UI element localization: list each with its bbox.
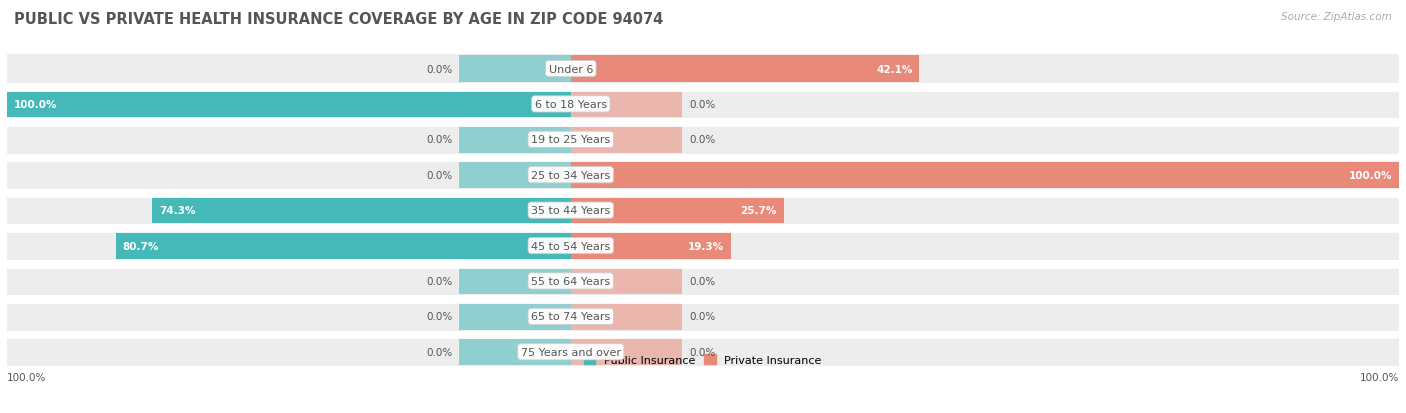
Bar	[7, 126, 1399, 154]
Legend: Public Insurance, Private Insurance: Public Insurance, Private Insurance	[579, 350, 827, 369]
Text: 25.7%: 25.7%	[741, 206, 776, 216]
Text: 35 to 44 Years: 35 to 44 Years	[531, 206, 610, 216]
Text: 100.0%: 100.0%	[14, 100, 58, 109]
Bar	[460, 56, 571, 83]
Bar	[7, 55, 1399, 84]
Bar	[152, 197, 571, 224]
Text: 55 to 64 Years: 55 to 64 Years	[531, 276, 610, 286]
Bar	[7, 337, 1399, 366]
Text: 100.0%: 100.0%	[7, 372, 46, 382]
Text: 100.0%: 100.0%	[1360, 372, 1399, 382]
Text: 75 Years and over: 75 Years and over	[520, 347, 621, 357]
Text: Under 6: Under 6	[548, 64, 593, 74]
Text: 0.0%: 0.0%	[689, 100, 716, 109]
Bar	[460, 268, 571, 294]
Bar	[571, 304, 682, 330]
Text: 80.7%: 80.7%	[122, 241, 159, 251]
Bar	[7, 196, 1399, 225]
Bar	[571, 56, 920, 83]
Bar	[571, 233, 731, 259]
Bar	[7, 90, 1399, 119]
Bar	[460, 339, 571, 365]
Text: Source: ZipAtlas.com: Source: ZipAtlas.com	[1281, 12, 1392, 22]
Bar	[115, 233, 571, 259]
Text: 0.0%: 0.0%	[689, 347, 716, 357]
Bar	[460, 162, 571, 189]
Bar	[7, 91, 571, 118]
Text: 74.3%: 74.3%	[159, 206, 195, 216]
Text: 0.0%: 0.0%	[426, 347, 453, 357]
Text: 42.1%: 42.1%	[876, 64, 912, 74]
Text: 100.0%: 100.0%	[1348, 170, 1392, 180]
Text: 0.0%: 0.0%	[689, 135, 716, 145]
Bar	[7, 232, 1399, 260]
Bar	[571, 127, 682, 153]
Text: 19.3%: 19.3%	[688, 241, 724, 251]
Text: 0.0%: 0.0%	[426, 276, 453, 286]
Bar	[7, 161, 1399, 190]
Bar	[7, 267, 1399, 296]
Text: 45 to 54 Years: 45 to 54 Years	[531, 241, 610, 251]
Text: 0.0%: 0.0%	[426, 312, 453, 322]
Bar	[571, 339, 682, 365]
Text: 25 to 34 Years: 25 to 34 Years	[531, 170, 610, 180]
Text: 0.0%: 0.0%	[426, 135, 453, 145]
Text: 65 to 74 Years: 65 to 74 Years	[531, 312, 610, 322]
Bar	[460, 304, 571, 330]
Bar	[571, 268, 682, 294]
Bar	[7, 302, 1399, 331]
Text: 0.0%: 0.0%	[426, 64, 453, 74]
Text: 19 to 25 Years: 19 to 25 Years	[531, 135, 610, 145]
Text: 0.0%: 0.0%	[689, 312, 716, 322]
Bar	[571, 162, 1399, 189]
Bar	[460, 127, 571, 153]
Text: 0.0%: 0.0%	[426, 170, 453, 180]
Text: 0.0%: 0.0%	[689, 276, 716, 286]
Bar	[571, 91, 682, 118]
Text: PUBLIC VS PRIVATE HEALTH INSURANCE COVERAGE BY AGE IN ZIP CODE 94074: PUBLIC VS PRIVATE HEALTH INSURANCE COVER…	[14, 12, 664, 27]
Text: 6 to 18 Years: 6 to 18 Years	[534, 100, 607, 109]
Bar	[571, 197, 783, 224]
